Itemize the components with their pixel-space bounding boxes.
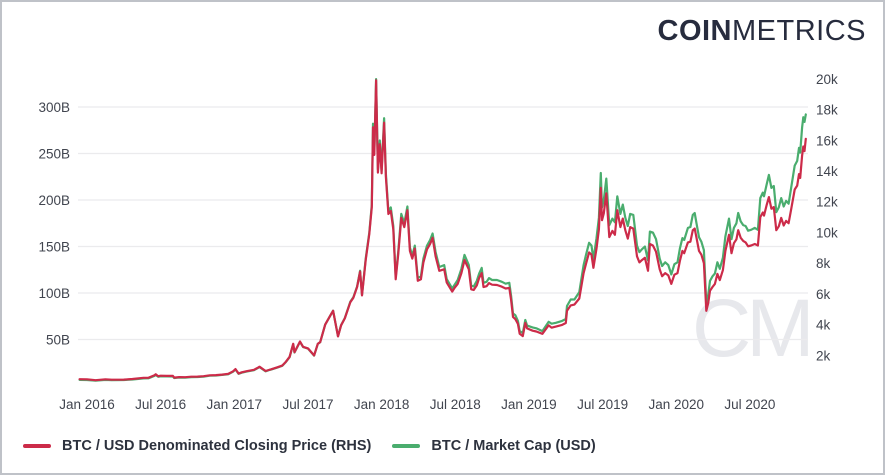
left-axis-label: 100B — [38, 286, 70, 301]
left-axis-label: 50B — [46, 333, 70, 348]
right-axis-label: 8k — [816, 256, 831, 271]
left-axis-label: 300B — [38, 100, 70, 115]
x-axis-label: Jul 2018 — [430, 397, 481, 412]
right-axis-label: 18k — [816, 103, 838, 118]
logo-coin-text: COIN — [657, 15, 732, 47]
x-axis-label: Jan 2019 — [501, 397, 557, 412]
legend-item-marketcap[interactable]: BTC / Market Cap (USD) — [392, 438, 596, 454]
x-axis-label: Jan 2016 — [59, 397, 115, 412]
legend-item-price[interactable]: BTC / USD Denominated Closing Price (RHS… — [23, 438, 371, 454]
marketcap-series-line[interactable] — [78, 77, 807, 382]
marketcap-series-label: BTC / Market Cap (USD) — [431, 438, 596, 454]
x-axis-label: Jan 2017 — [207, 397, 263, 412]
right-axis-label: 14k — [816, 164, 838, 179]
right-axis-label: 12k — [816, 195, 838, 210]
right-axis-label: 4k — [816, 318, 831, 333]
right-axis-label: 20k — [816, 72, 838, 87]
x-axis-label: Jan 2020 — [648, 397, 704, 412]
x-axis-label: Jul 2016 — [135, 397, 186, 412]
right-axis-label: 10k — [816, 225, 838, 240]
left-axis-label: 150B — [38, 240, 70, 255]
left-axis-label: 200B — [38, 193, 70, 208]
logo-metrics-text: METRICS — [732, 15, 866, 47]
price-series-label: BTC / USD Denominated Closing Price (RHS… — [62, 438, 372, 454]
x-axis-label: Jan 2018 — [354, 397, 410, 412]
x-axis-label: Jul 2020 — [724, 397, 775, 412]
right-axis-label: 6k — [816, 287, 831, 302]
marketcap-series-swatch — [392, 444, 421, 448]
left-axis-label: 250B — [38, 147, 70, 162]
x-axis-label: Jul 2017 — [282, 397, 333, 412]
right-axis-label: 2k — [816, 348, 831, 363]
right-axis-label: 16k — [816, 133, 838, 148]
x-axis-label: Jul 2019 — [577, 397, 628, 412]
price-series-swatch — [23, 444, 51, 448]
cm-watermark: CM — [692, 283, 815, 374]
legend: BTC / USD Denominated Closing Price (RHS… — [23, 438, 596, 454]
price-series-line[interactable] — [78, 79, 807, 382]
coinmetrics-logo: COINMETRICS — [658, 17, 867, 46]
